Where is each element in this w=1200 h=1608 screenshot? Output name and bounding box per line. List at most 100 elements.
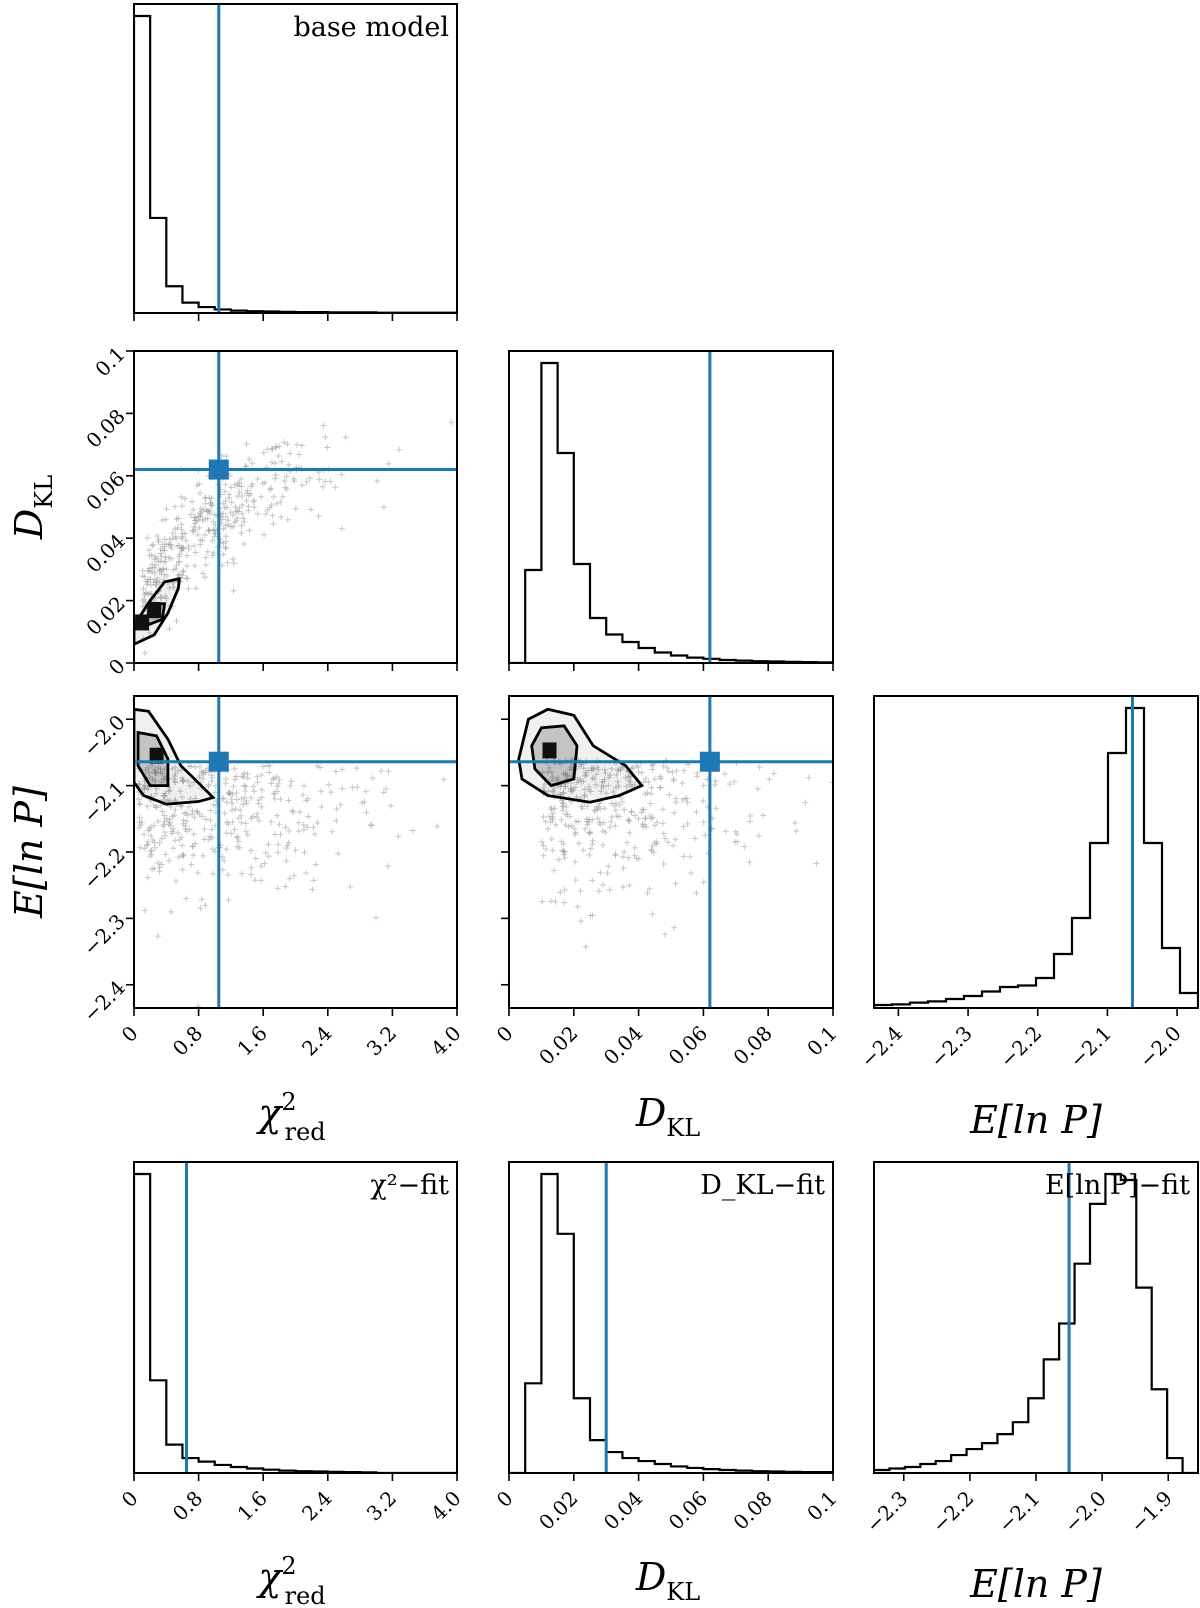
scatter-point (167, 542, 174, 549)
scatter-point (223, 513, 230, 520)
scatter-point (597, 788, 604, 795)
scatter-point (238, 530, 245, 537)
scatter-point (295, 819, 302, 826)
scatter-point (305, 813, 312, 820)
scatter-point (262, 849, 269, 856)
scatter-point (577, 887, 584, 894)
scatter-point (596, 806, 603, 813)
scatter-point (171, 526, 178, 533)
panel-plot-area (874, 1162, 1198, 1473)
scatter-point (165, 857, 172, 864)
histogram-step (134, 14, 457, 313)
scatter-point (189, 527, 196, 534)
scatter-point (324, 444, 331, 451)
scatter-point (230, 560, 237, 567)
scatter-point (540, 814, 547, 821)
panel-plot-area (509, 1162, 833, 1473)
scatter-point (347, 883, 354, 890)
panel-plot-area (134, 696, 457, 1008)
x-tick-label: 0.02 (534, 1486, 582, 1534)
scatter-point (161, 812, 168, 819)
r3c0-xticks: 0 0.8 1.6 2.4 3.2 4.0 (117, 1473, 466, 1526)
scatter-point (144, 874, 151, 881)
x-tick-label: 0.1 (802, 1486, 841, 1525)
scatter-points (135, 762, 447, 1008)
scatter-point (656, 773, 663, 780)
scatter-point (254, 779, 261, 786)
scatter-point (184, 562, 191, 569)
scatter-point (175, 854, 182, 861)
scatter-point (560, 807, 567, 814)
scatter-point (180, 545, 187, 552)
scatter-point (258, 803, 265, 810)
scatter-point (222, 780, 229, 787)
scatter-point (672, 836, 679, 843)
scatter-point (258, 877, 265, 884)
scatter-point (599, 842, 606, 849)
scatter-point (151, 844, 158, 851)
scatter-point (275, 841, 282, 848)
scatter-point (268, 485, 275, 492)
scatter-point (385, 768, 392, 775)
scatter-point (152, 770, 159, 777)
scatter-point (151, 569, 158, 576)
scatter-point (152, 581, 159, 588)
scatter-point (145, 547, 152, 554)
scatter-point (702, 832, 709, 839)
scatter-point (332, 484, 339, 491)
scatter-point (561, 899, 568, 906)
scatter-point (223, 829, 230, 836)
scatter-point (596, 819, 603, 826)
x-tick-label: 1.6 (232, 1486, 271, 1525)
scatter-point (322, 434, 329, 441)
scatter-point (141, 907, 148, 914)
scatter-point (238, 812, 245, 819)
scatter-point (172, 764, 179, 771)
scatter-point (321, 478, 328, 485)
scatter-point (680, 853, 687, 860)
scatter-point (621, 806, 628, 813)
scatter-point (600, 783, 607, 790)
scatter-point (660, 830, 667, 837)
scatter-point (220, 551, 227, 558)
scatter-point (325, 781, 332, 788)
scatter-point (327, 478, 334, 485)
scatter-point (138, 819, 145, 826)
scatter-point (626, 829, 633, 836)
scatter-point (583, 815, 590, 822)
scatter-point (177, 788, 184, 795)
scatter-point (243, 828, 250, 835)
scatter-point (613, 800, 620, 807)
scatter-point (629, 783, 636, 790)
scatter-point (241, 541, 248, 548)
scatter-point (561, 886, 568, 893)
scatter-point (635, 769, 642, 776)
scatter-point (612, 822, 619, 829)
scatter-point (562, 821, 569, 828)
scatter-point (649, 766, 656, 773)
scatter-point (174, 524, 181, 531)
density-peak (135, 614, 150, 631)
scatter-point (766, 776, 773, 783)
scatter-point (693, 890, 700, 897)
scatter-point (813, 860, 820, 867)
scatter-point (245, 507, 252, 514)
scatter-point (741, 843, 748, 850)
scatter-point (152, 790, 159, 797)
panel-p_dkl_chi (133, 350, 458, 664)
scatter-point (228, 796, 235, 803)
scatter-point (605, 863, 612, 870)
scatter-point (373, 914, 380, 921)
scatter-point (549, 847, 556, 854)
scatter-point (604, 870, 611, 877)
scatter-point (254, 773, 261, 780)
scatter-point (169, 530, 176, 537)
scatter-point (665, 839, 672, 846)
scatter-point (638, 809, 645, 816)
scatter-point (146, 774, 153, 781)
scatter-point (755, 832, 762, 839)
scatter-point (258, 786, 265, 793)
scatter-point (665, 768, 672, 775)
x-tick-label: 3.2 (362, 1486, 401, 1525)
reference-marker (208, 751, 229, 772)
